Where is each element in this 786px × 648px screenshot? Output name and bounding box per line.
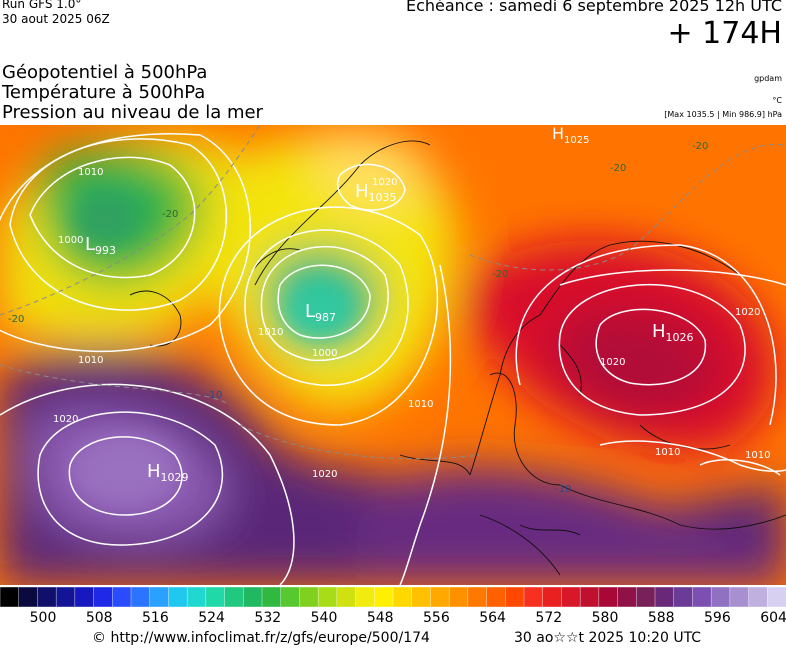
color-scale-label: 548 (366, 610, 394, 626)
color-scale-swatch (18, 587, 39, 607)
color-scale-label: 508 (85, 610, 113, 626)
isobar-label: 1020 (735, 307, 760, 318)
color-scale-swatch (542, 587, 563, 607)
color-scale-swatch (243, 587, 263, 607)
color-scale-swatch (448, 587, 469, 607)
forecast-lead-time: + 174H (667, 16, 783, 51)
color-scale-swatch (112, 587, 132, 607)
color-scale-swatch (130, 587, 151, 607)
color-scale-swatch (355, 587, 376, 607)
color-scale-swatch (692, 587, 712, 607)
color-scale-swatch (767, 587, 786, 607)
source-url: © http://www.infoclimat.fr/z/gfs/europe/… (92, 630, 430, 646)
color-scale-swatch (654, 587, 675, 607)
color-scale-swatch (149, 587, 170, 607)
color-scale-label: 596 (704, 610, 731, 626)
color-scale-swatch (673, 587, 694, 607)
isotherm-label: -20 (162, 209, 178, 220)
color-scale-swatch (280, 587, 301, 607)
forecast-valid-time: Echéance : samedi 6 septembre 2025 12h U… (405, 0, 782, 15)
color-scale-swatch (224, 587, 245, 607)
color-scale-label: 572 (535, 610, 563, 626)
color-scale-swatch (523, 587, 544, 607)
color-scale-swatch (729, 587, 750, 607)
color-scale-label: 532 (254, 610, 282, 626)
color-scale-swatch (168, 587, 188, 607)
color-scale-swatch (561, 587, 581, 607)
color-scale-swatch (74, 587, 95, 607)
color-scale-swatch (486, 587, 507, 607)
color-scale-swatch (261, 587, 282, 607)
color-scale-label: 580 (591, 610, 619, 626)
color-scale-swatch (579, 587, 600, 607)
isobar-label: 1020 (372, 177, 397, 188)
run-date: 30 aout 2025 06Z (2, 12, 110, 26)
isobars (0, 133, 786, 585)
color-scale-label: 564 (479, 610, 506, 626)
color-scale-swatch (392, 587, 413, 607)
isobar-label: 1020 (600, 357, 625, 368)
generated-time: 30 ao☆☆t 2025 10:20 UTC (514, 630, 702, 646)
isotherm-label: -10 (555, 484, 571, 495)
pressure-range: [Max 1035.5 | Min 986.9] hPa (664, 110, 782, 119)
color-scale-label: 588 (647, 610, 675, 626)
color-scale-swatch (93, 587, 114, 607)
isobar-labels: 1000 1010 1020 1010 1000 1010 1020 1020 … (53, 167, 770, 480)
color-scale (0, 587, 786, 607)
title-geopotential: Géopotentiel à 500hPa (2, 62, 208, 83)
isobar-label: 1010 (408, 399, 433, 410)
color-scale-swatch (710, 587, 731, 607)
isotherm-labels: -20 -20 -20 -20 -10 -10 -20 (8, 141, 708, 495)
color-scale-swatch (617, 587, 638, 607)
color-scale-swatch (317, 587, 338, 607)
coastlines (129, 140, 786, 576)
color-scale-swatch (636, 587, 656, 607)
color-scale-label: 556 (423, 610, 450, 626)
isobar-label: 1010 (78, 167, 103, 178)
color-scale-label: 516 (142, 610, 169, 626)
color-scale-swatch (299, 587, 319, 607)
color-scale-swatch (336, 587, 357, 607)
color-scale-swatch (205, 587, 226, 607)
color-scale-label: 524 (198, 610, 225, 626)
isobar-label: 1010 (78, 355, 103, 366)
run-label: Run GFS 1.0° (2, 0, 82, 11)
title-pressure: Pression au niveau de la mer (2, 102, 263, 123)
unit-geopotential: gpdam (754, 74, 782, 83)
isobar-label: 1000 (58, 235, 83, 246)
color-scale-swatch (55, 587, 76, 607)
color-scale-swatch (430, 587, 450, 607)
isotherm-label: -20 (492, 269, 508, 280)
color-scale-swatch (411, 587, 432, 607)
isotherm-label: -20 (8, 314, 24, 325)
color-scale-swatch (505, 587, 525, 607)
isotherm-label: -20 (610, 163, 626, 174)
unit-temperature: °C (772, 96, 782, 105)
color-scale-swatch (0, 587, 20, 607)
isotherms (0, 125, 786, 460)
color-scale-swatch (374, 587, 394, 607)
color-scale-label: 540 (310, 610, 338, 626)
isobar-label: 1020 (312, 469, 337, 480)
isotherm-label: -10 (206, 390, 222, 401)
color-scale-label: 500 (29, 610, 57, 626)
color-scale-swatch (598, 587, 619, 607)
isobar-label: 1010 (655, 447, 680, 458)
color-scale-swatch (37, 587, 57, 607)
color-scale-swatch (186, 587, 207, 607)
color-scale-swatch (467, 587, 488, 607)
title-temperature: Température à 500hPa (2, 82, 206, 103)
isobar-label: 1010 (745, 450, 770, 461)
weather-map: L993 L987 H1035 H1025 H1026 H1029 1000 1… (0, 125, 786, 585)
isotherm-label: -20 (692, 141, 708, 152)
color-scale-label: 604 (760, 610, 786, 626)
isobar-label: 1020 (53, 414, 78, 425)
color-scale-swatch (748, 587, 769, 607)
isobar-label: 1010 (258, 327, 283, 338)
isobar-label: 1000 (312, 348, 337, 359)
